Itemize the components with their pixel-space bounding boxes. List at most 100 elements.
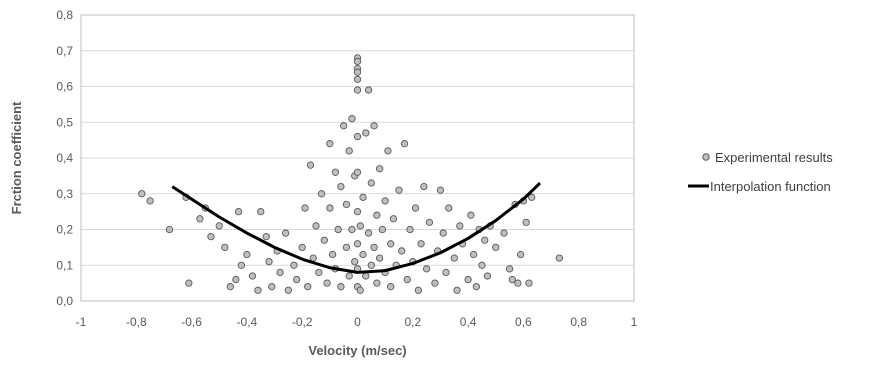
data-point [362, 272, 370, 280]
y-axis-title: Frction coefficient [9, 101, 24, 214]
y-tick-label: 0,4 [56, 151, 73, 165]
data-point [215, 222, 223, 230]
data-point [301, 204, 309, 212]
data-point [326, 140, 334, 148]
data-point [353, 207, 362, 216]
x-tick-label: 0,8 [570, 315, 587, 329]
data-point [439, 229, 447, 237]
data-point [243, 250, 251, 259]
data-point [342, 243, 351, 252]
data-point [326, 204, 334, 212]
y-tick-label: 0,1 [56, 258, 73, 272]
data-point [378, 225, 387, 234]
x-tick-label: 0 [354, 315, 361, 329]
data-point [414, 286, 422, 294]
data-point [351, 258, 359, 266]
data-point [138, 190, 146, 198]
data-point [478, 261, 486, 269]
legend-label-interpolation: Interpolation function [710, 179, 831, 194]
data-point [348, 115, 356, 123]
data-point [445, 204, 453, 212]
y-tick-label: 0,5 [56, 115, 73, 129]
data-point [290, 261, 298, 269]
y-tick-label: 0,3 [56, 187, 73, 201]
data-point [417, 240, 425, 248]
data-point [384, 147, 392, 155]
data-point [364, 86, 373, 94]
plot-area-frame [80, 14, 635, 302]
data-point [469, 250, 478, 259]
data-point [387, 283, 395, 291]
data-point [312, 222, 320, 230]
y-tick-label: 0,7 [56, 44, 73, 58]
data-point [359, 250, 367, 259]
data-point [353, 57, 362, 66]
data-point [334, 225, 342, 234]
data-point [353, 86, 362, 94]
data-point [442, 268, 450, 277]
tick-labels: 0,0 0,1 0,2 0,3 0,4 0,5 0,6 0,7 0,8 -1 -0,8 -0,6 -0,… [56, 8, 637, 329]
data-point [304, 283, 312, 291]
x-tick-label: 0,2 [404, 315, 421, 329]
data-point [403, 275, 411, 284]
data-point [411, 204, 420, 212]
y-tick-label: 0,0 [56, 294, 73, 308]
data-point [320, 236, 328, 244]
data-point [345, 272, 353, 280]
data-point [398, 247, 406, 255]
data-point [221, 243, 229, 252]
data-point [406, 225, 414, 234]
x-axis-title: Velocity (m/sec) [308, 343, 406, 358]
data-point [331, 168, 340, 176]
x-tick-label: 1 [631, 315, 638, 329]
data-point [342, 200, 351, 209]
data-point [353, 132, 362, 141]
data-point [422, 265, 431, 273]
x-tick-label: -1 [76, 315, 87, 329]
data-point [337, 182, 345, 191]
x-tick-label: 0,6 [515, 315, 532, 329]
data-point [317, 190, 326, 198]
data-point [353, 75, 362, 84]
data-point [464, 275, 472, 284]
data-point [450, 254, 458, 262]
x-tick-label: -0,6 [181, 315, 202, 329]
data-point [340, 122, 348, 130]
data-point [514, 279, 522, 287]
data-point [232, 275, 240, 284]
data-point [262, 232, 270, 241]
data-point [284, 286, 293, 294]
data-point [353, 68, 362, 76]
x-tick-label: -0,4 [237, 315, 258, 329]
data-point [315, 268, 323, 277]
data-point [165, 225, 174, 234]
data-point [226, 283, 234, 291]
data-point [328, 250, 337, 259]
data-point [389, 215, 398, 223]
data-point [207, 232, 215, 241]
data-point [505, 265, 514, 273]
legend-marker-experimental [702, 153, 710, 161]
data-point [268, 283, 276, 291]
data-point [353, 240, 362, 248]
y-tick-label: 0,6 [56, 80, 73, 94]
data-point [481, 236, 489, 244]
data-point [345, 147, 353, 155]
data-point [395, 186, 403, 194]
data-point [146, 197, 154, 205]
x-tick-label: -0,2 [292, 315, 313, 329]
data-point [185, 279, 193, 287]
data-point [367, 179, 375, 187]
data-point [453, 286, 461, 294]
data-point [276, 268, 284, 277]
data-point [281, 229, 290, 237]
data-point [367, 261, 375, 269]
data-point [375, 254, 384, 262]
data-point [516, 250, 525, 259]
data-point [348, 225, 356, 234]
x-tick-label: 0,4 [460, 315, 477, 329]
data-point [337, 283, 345, 291]
data-point [467, 211, 475, 219]
